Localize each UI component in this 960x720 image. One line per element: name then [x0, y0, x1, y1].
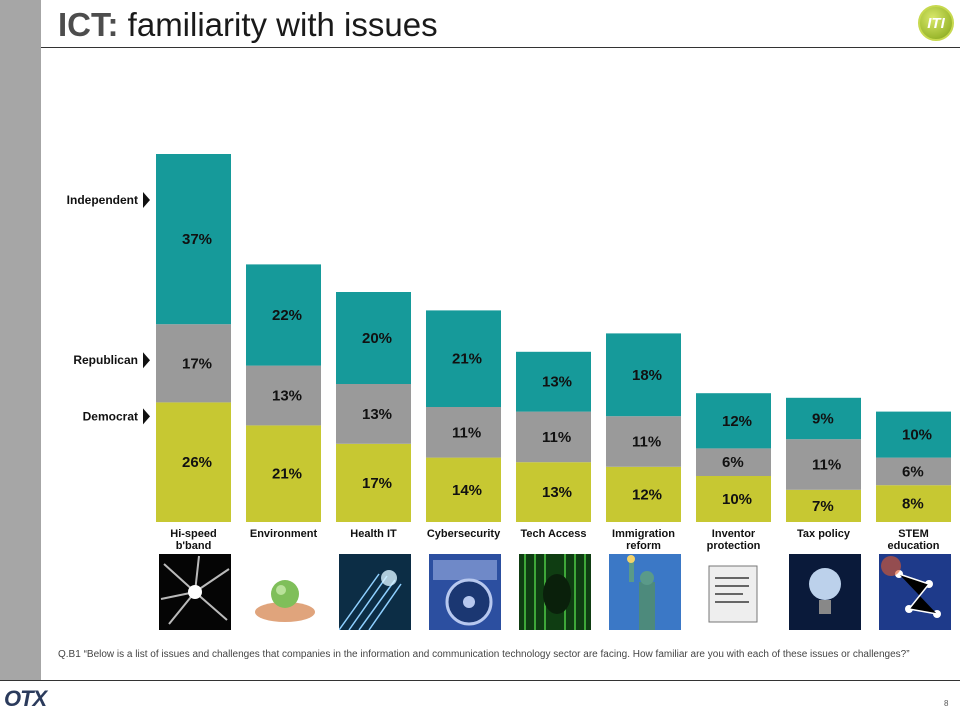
bar-immigration-reform-democrat: [606, 466, 681, 522]
data-label-tax-policy-democrat: 7%: [812, 498, 834, 515]
bar-tax-policy-democrat: [786, 489, 861, 522]
category-label-stem-education-line2: education: [888, 540, 940, 552]
bar-immigration-reform-independent: [606, 333, 681, 417]
legend-arrow-independent: [143, 192, 150, 208]
bar-inventor-protection-republican: [696, 448, 771, 476]
legend-label-democrat: Democrat: [83, 409, 138, 423]
iti-logo: ITI: [918, 5, 954, 41]
otx-logo: OTX: [4, 686, 47, 711]
bar-inventor-protection-independent: [696, 393, 771, 449]
data-label-health-it-republican: 13%: [362, 406, 392, 423]
bar-stem-education-democrat: [876, 485, 951, 522]
survey-question-footnote: Q.B1 “Below is a list of issues and chal…: [58, 649, 910, 660]
data-label-health-it-independent: 20%: [362, 330, 392, 347]
digital-face-image: [519, 554, 591, 630]
bar-environment-democrat: [246, 425, 321, 522]
data-label-tech-access-democrat: 13%: [542, 484, 572, 501]
bar-tech-access-democrat: [516, 462, 591, 522]
bar-hi-speed-b-band-republican: [156, 324, 231, 403]
data-label-inventor-protection-independent: 12%: [722, 413, 752, 430]
light-bulb-image: [789, 554, 861, 630]
bar-environment-independent: [246, 264, 321, 366]
irs-tax-form-image: [699, 554, 771, 630]
title-divider: [41, 47, 960, 48]
bar-health-it-republican: [336, 384, 411, 444]
data-label-cybersecurity-independent: 21%: [452, 351, 482, 368]
bar-environment-republican: [246, 365, 321, 426]
bar-hi-speed-b-band-democrat: [156, 402, 231, 522]
legend-label-independent: Independent: [67, 193, 138, 207]
data-label-stem-education-independent: 10%: [902, 427, 932, 444]
bar-tech-access-independent: [516, 351, 591, 412]
legend-arrow-democrat: [143, 408, 150, 425]
data-label-stem-education-republican: 6%: [902, 463, 924, 480]
security-dial-image: [429, 554, 501, 630]
category-label-hi-speed-b-band-line2: b'band: [176, 540, 212, 552]
data-label-tech-access-independent: 13%: [542, 374, 572, 391]
data-label-immigration-reform-independent: 18%: [632, 367, 662, 384]
title-text: familiarity with issues: [118, 6, 438, 43]
bar-tech-access-republican: [516, 411, 591, 463]
category-label-stem-education-line1: STEM: [898, 528, 929, 540]
data-label-cybersecurity-democrat: 14%: [452, 482, 482, 499]
category-label-environment: Environment: [250, 528, 318, 540]
data-label-tax-policy-independent: 9%: [812, 411, 834, 428]
title-prefix: ICT:: [58, 6, 119, 43]
globe-in-hands-image: [249, 554, 321, 630]
data-label-environment-democrat: 21%: [272, 466, 302, 483]
bar-stem-education-republican: [876, 457, 951, 486]
bar-cybersecurity-democrat: [426, 457, 501, 522]
data-label-environment-independent: 22%: [272, 307, 302, 324]
bar-stem-education-independent: [876, 411, 951, 458]
category-label-immigration-reform-line2: reform: [626, 540, 661, 552]
data-label-stem-education-democrat: 8%: [902, 496, 924, 513]
category-label-tech-access: Tech Access: [520, 528, 586, 540]
statue-of-liberty-image: [609, 554, 681, 630]
category-label-immigration-reform-line1: Immigration: [612, 528, 675, 540]
data-label-hi-speed-b-band-democrat: 26%: [182, 454, 212, 471]
page-title: ICT: familiarity with issues: [58, 6, 438, 44]
legend-arrow-republican: [143, 352, 150, 369]
data-label-health-it-democrat: 17%: [362, 475, 392, 492]
bar-tax-policy-independent: [786, 397, 861, 440]
left-sidebar-band: [0, 0, 41, 680]
data-label-hi-speed-b-band-independent: 37%: [182, 231, 212, 248]
bar-inventor-protection-democrat: [696, 476, 771, 522]
fiber-optic-image: [159, 554, 231, 630]
molecule-network-image: [879, 554, 951, 630]
data-label-hi-speed-b-band-republican: 17%: [182, 355, 212, 372]
category-label-inventor-protection-line1: Inventor: [712, 528, 756, 540]
category-label-health-it: Health IT: [350, 528, 397, 540]
category-label-hi-speed-b-band-line1: Hi-speed: [170, 528, 216, 540]
data-label-tax-policy-republican: 11%: [812, 457, 841, 474]
category-label-tax-policy: Tax policy: [797, 528, 851, 540]
data-label-cybersecurity-republican: 11%: [452, 424, 481, 441]
bar-immigration-reform-republican: [606, 416, 681, 467]
data-label-immigration-reform-democrat: 12%: [632, 486, 662, 503]
data-label-inventor-protection-democrat: 10%: [722, 491, 752, 508]
data-label-tech-access-republican: 11%: [542, 429, 571, 446]
bar-hi-speed-b-band-independent: [156, 154, 231, 325]
bar-tax-policy-republican: [786, 439, 861, 490]
bar-health-it-independent: [336, 292, 411, 384]
data-label-immigration-reform-republican: 11%: [632, 434, 661, 451]
category-label-cybersecurity: Cybersecurity: [427, 528, 501, 540]
data-label-environment-republican: 13%: [272, 388, 302, 405]
iti-logo-text: ITI: [927, 14, 945, 32]
bar-cybersecurity-republican: [426, 407, 501, 458]
legend-label-republican: Republican: [73, 353, 138, 367]
page-number: 8: [944, 699, 949, 708]
footer-divider: [0, 680, 960, 681]
bar-cybersecurity-independent: [426, 310, 501, 407]
data-label-inventor-protection-republican: 6%: [722, 454, 744, 471]
fiber-strands-image: [339, 554, 411, 630]
category-label-inventor-protection-line2: protection: [707, 540, 761, 552]
bar-health-it-democrat: [336, 443, 411, 522]
